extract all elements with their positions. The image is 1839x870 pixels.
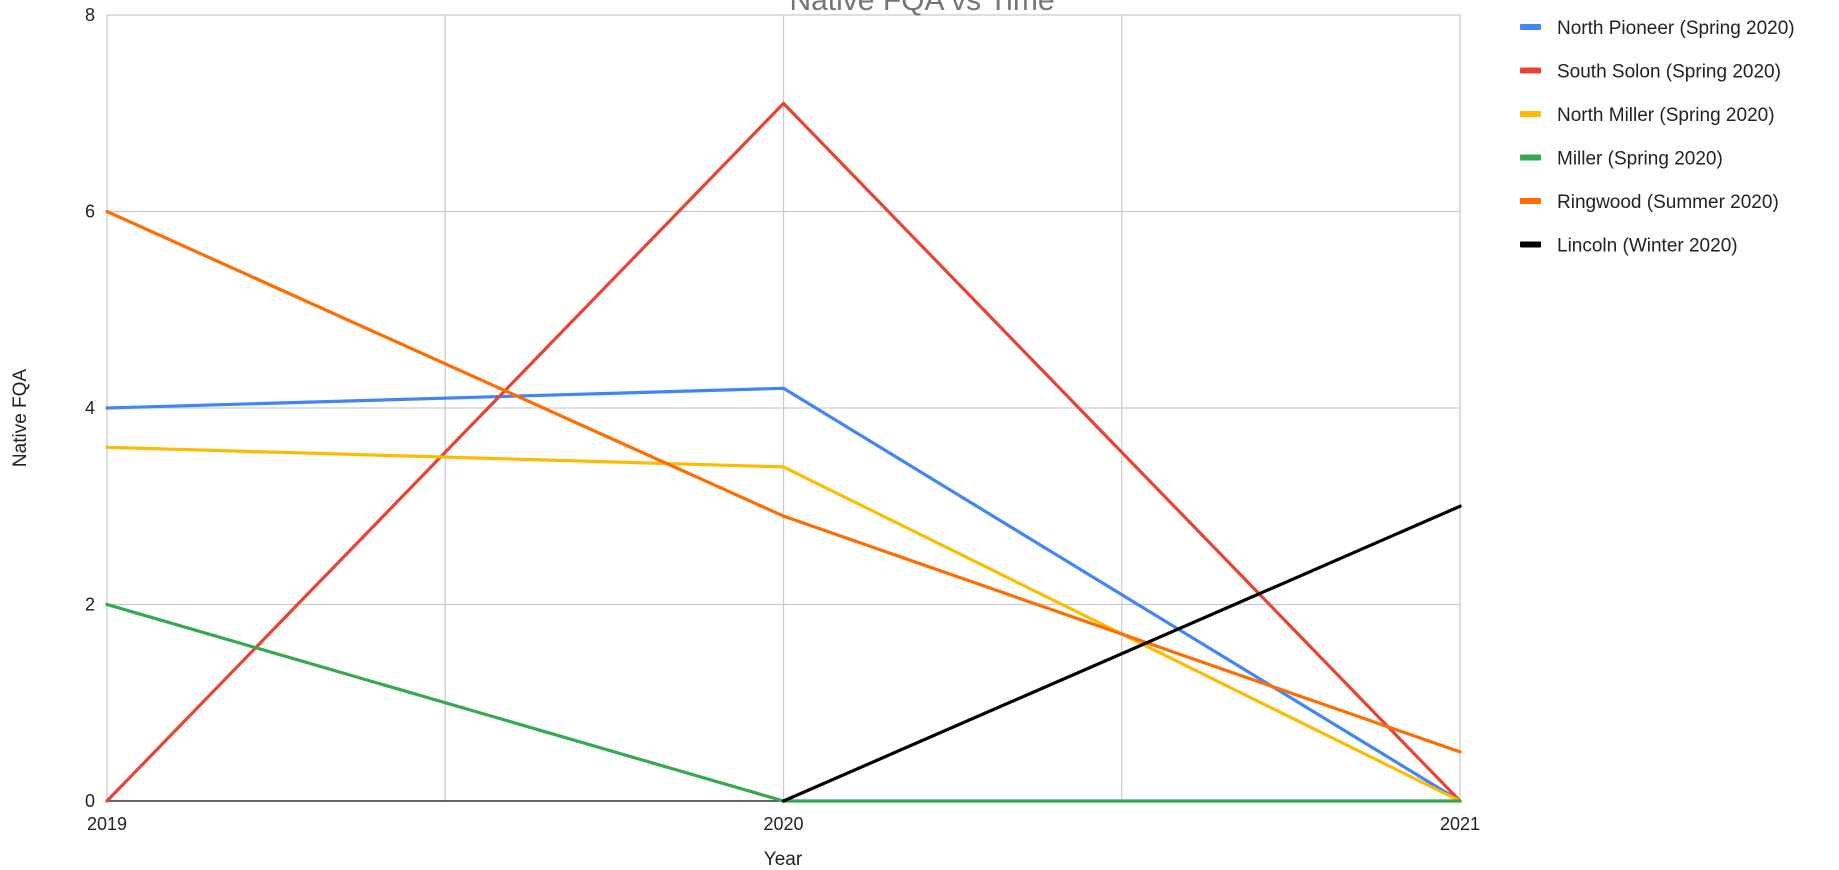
series-line	[781, 504, 1462, 803]
data-point	[781, 465, 786, 469]
legend-swatch	[1520, 154, 1541, 161]
legend-swatch	[1520, 241, 1541, 248]
legend-swatch	[1520, 67, 1541, 74]
data-point	[781, 799, 786, 803]
x-tick-label: 2019	[87, 814, 127, 834]
legend-item: South Solon (Spring 2020)	[1520, 62, 1781, 83]
y-tick-label: 0	[85, 791, 95, 811]
legend-item: North Miller (Spring 2020)	[1520, 105, 1775, 126]
data-point	[105, 602, 109, 607]
series-lines	[105, 101, 1462, 803]
y-tick-label: 4	[85, 398, 95, 418]
data-point	[1458, 799, 1462, 803]
legend-item: North Pioneer (Spring 2020)	[1520, 18, 1795, 39]
y-tick-label: 8	[85, 5, 95, 25]
data-point	[105, 209, 109, 214]
legend-label: South Solon (Spring 2020)	[1557, 62, 1781, 83]
series-1	[105, 386, 1462, 803]
tick-labels: 0 2 4 6 8 2019 2020 2021	[85, 5, 1480, 834]
legend-label: Ringwood (Summer 2020)	[1557, 192, 1779, 213]
legend-item: Lincoln (Winter 2020)	[1520, 236, 1738, 257]
data-point	[781, 386, 786, 390]
legend-label: Miller (Spring 2020)	[1557, 149, 1723, 170]
chart-title: Native FQA vs Time	[789, 0, 1054, 17]
data-point	[105, 445, 109, 449]
data-point	[105, 799, 109, 803]
legend-swatch	[1520, 24, 1541, 30]
y-tick-label: 2	[85, 595, 95, 615]
data-point	[781, 514, 786, 518]
legend-label: Lincoln (Winter 2020)	[1557, 236, 1738, 257]
y-tick-label: 6	[85, 202, 95, 222]
y-axis-title: Native FQA	[10, 369, 31, 468]
data-point	[781, 101, 786, 106]
legend-label: North Miller (Spring 2020)	[1557, 105, 1775, 126]
data-point	[1458, 504, 1462, 508]
data-point	[105, 406, 109, 410]
series-5	[105, 209, 1462, 754]
legend-swatch	[1520, 111, 1541, 117]
x-tick-label: 2021	[1440, 814, 1480, 834]
legend-item: Miller (Spring 2020)	[1520, 149, 1723, 170]
legend: North Pioneer (Spring 2020) South Solon (…	[1520, 18, 1795, 257]
legend-label: North Pioneer (Spring 2020)	[1557, 18, 1795, 39]
data-point	[1458, 750, 1462, 754]
legend-swatch	[1520, 198, 1541, 204]
x-axis-title: Year	[764, 849, 803, 865]
legend-item: Ringwood (Summer 2020)	[1520, 192, 1779, 213]
x-tick-label: 2020	[763, 814, 803, 834]
series-6	[781, 504, 1462, 803]
gridlines	[106, 14, 1461, 801]
